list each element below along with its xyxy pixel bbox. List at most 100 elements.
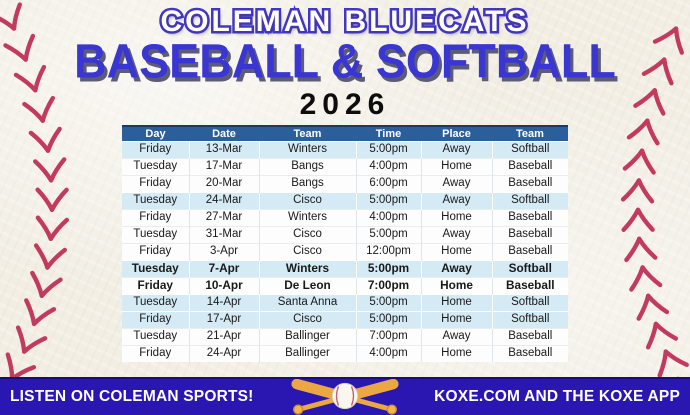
cell-day: Friday <box>122 345 190 362</box>
cell-place: Away <box>421 141 493 159</box>
cell-time: 12:00pm <box>356 243 422 261</box>
cell-sport: Softball <box>492 294 568 312</box>
cell-day: Tuesday <box>122 192 190 210</box>
cell-place: Away <box>421 226 493 244</box>
cell-time: 5:00pm <box>356 226 422 244</box>
cell-team: Santa Anna <box>259 294 357 312</box>
cell-sport: Softball <box>492 141 568 159</box>
table-row: Tuesday 24-Mar Cisco 5:00pm Away Softball <box>122 192 568 210</box>
footer-left-text: LISTEN ON COLEMAN SPORTS! <box>10 388 254 405</box>
cell-team: Ballinger <box>259 345 357 362</box>
cell-day: Tuesday <box>122 328 190 346</box>
cell-place: Away <box>421 192 493 210</box>
cell-date: 7-Apr <box>189 260 260 278</box>
crossed-bats-baseball-icon <box>291 379 399 415</box>
cell-time: 5:00pm <box>356 141 422 159</box>
cell-sport: Softball <box>492 192 568 210</box>
cell-place: Home <box>421 345 493 362</box>
cell-time: 7:00pm <box>356 328 422 346</box>
cell-team: De Leon <box>259 277 357 295</box>
cell-team: Winters <box>259 141 357 159</box>
cell-day: Tuesday <box>122 158 190 176</box>
cell-sport: Baseball <box>492 345 568 362</box>
cell-place: Away <box>421 328 493 346</box>
cell-date: 27-Mar <box>189 209 260 227</box>
table-row: Friday 17-Apr Cisco 5:00pm Home Softball <box>122 311 568 329</box>
cell-day: Friday <box>122 277 190 295</box>
table-row: Tuesday 21-Apr Ballinger 7:00pm Away Baseball <box>122 328 568 346</box>
cell-team: Cisco <box>259 192 357 210</box>
cell-place: Home <box>421 277 493 295</box>
cell-time: 4:00pm <box>356 209 422 227</box>
cell-team: Winters <box>259 260 357 278</box>
cell-day: Friday <box>122 311 190 329</box>
table-row: Friday 13-Mar Winters 5:00pm Away Softball <box>122 141 568 159</box>
cell-place: Home <box>421 158 493 176</box>
cell-place: Home <box>421 294 493 312</box>
cell-place: Home <box>421 243 493 261</box>
cell-sport: Baseball <box>492 328 568 346</box>
cell-place: Away <box>421 175 493 193</box>
schedule-header-row: Day Date Team Time Place Team <box>122 125 568 142</box>
table-row: Tuesday 7-Apr Winters 5:00pm Away Softball <box>122 260 568 278</box>
schedule-table-body: Friday 13-Mar Winters 5:00pm Away Softball Tue… <box>122 141 568 362</box>
cell-date: 21-Apr <box>189 328 260 346</box>
cell-time: 4:00pm <box>356 158 422 176</box>
table-row: Tuesday 14-Apr Santa Anna 5:00pm Home Softbal… <box>122 294 568 312</box>
cell-sport: Softball <box>492 311 568 329</box>
column-header-0: Day <box>122 125 189 142</box>
cell-day: Friday <box>122 209 190 227</box>
column-header-4: Place <box>421 125 492 142</box>
cell-place: Away <box>421 260 493 278</box>
cell-time: 5:00pm <box>356 192 422 210</box>
schedule-table: Day Date Team Time Place Team Friday 13-Mar Win… <box>122 125 568 362</box>
cell-day: Friday <box>122 141 190 159</box>
sports-title: BASEBALL & SOFTBALL <box>74 33 616 89</box>
cell-time: 5:00pm <box>356 311 422 329</box>
cell-sport: Baseball <box>492 243 568 261</box>
footer-right-text: KOXE.COM AND THE KOXE APP <box>434 388 680 405</box>
cell-sport: Baseball <box>492 175 568 193</box>
cell-date: 13-Mar <box>189 141 260 159</box>
column-header-1: Date <box>189 125 259 142</box>
cell-team: Winters <box>259 209 357 227</box>
team-name-title: COLEMAN BLUECATS <box>158 3 530 41</box>
cell-time: 6:00pm <box>356 175 422 193</box>
cell-date: 17-Mar <box>189 158 260 176</box>
cell-date: 3-Apr <box>189 243 260 261</box>
table-row: Friday 24-Apr Ballinger 4:00pm Home Baseball <box>122 345 568 362</box>
cell-sport: Baseball <box>492 277 568 295</box>
cell-sport: Baseball <box>492 209 568 227</box>
cell-place: Home <box>421 209 493 227</box>
cell-team: Cisco <box>259 226 357 244</box>
cell-time: 7:00pm <box>356 277 422 295</box>
cell-date: 14-Apr <box>189 294 260 312</box>
cell-day: Friday <box>122 243 190 261</box>
column-header-2: Team <box>259 125 356 142</box>
footer-bar: LISTEN ON COLEMAN SPORTS! KOXE.COM AND T… <box>0 377 690 415</box>
cell-time: 5:00pm <box>356 294 422 312</box>
table-row: Friday 27-Mar Winters 4:00pm Home Baseball <box>122 209 568 227</box>
table-row: Friday 3-Apr Cisco 12:00pm Home Baseball <box>122 243 568 261</box>
cell-date: 24-Mar <box>189 192 260 210</box>
cell-team: Bangs <box>259 175 357 193</box>
column-header-5: Team <box>492 125 568 142</box>
cell-sport: Baseball <box>492 158 568 176</box>
cell-day: Tuesday <box>122 260 190 278</box>
column-header-3: Time <box>356 125 421 142</box>
table-row: Tuesday 17-Mar Bangs 4:00pm Home Baseball <box>122 158 568 176</box>
cell-date: 20-Mar <box>189 175 260 193</box>
cell-time: 4:00pm <box>356 345 422 362</box>
year-title: 2026 <box>299 88 391 121</box>
cell-day: Tuesday <box>122 226 190 244</box>
cell-place: Home <box>421 311 493 329</box>
cell-team: Cisco <box>259 311 357 329</box>
cell-day: Tuesday <box>122 294 190 312</box>
cell-team: Ballinger <box>259 328 357 346</box>
cell-day: Friday <box>122 175 190 193</box>
cell-team: Bangs <box>259 158 357 176</box>
cell-date: 31-Mar <box>189 226 260 244</box>
cell-team: Cisco <box>259 243 357 261</box>
cell-date: 10-Apr <box>189 277 260 295</box>
